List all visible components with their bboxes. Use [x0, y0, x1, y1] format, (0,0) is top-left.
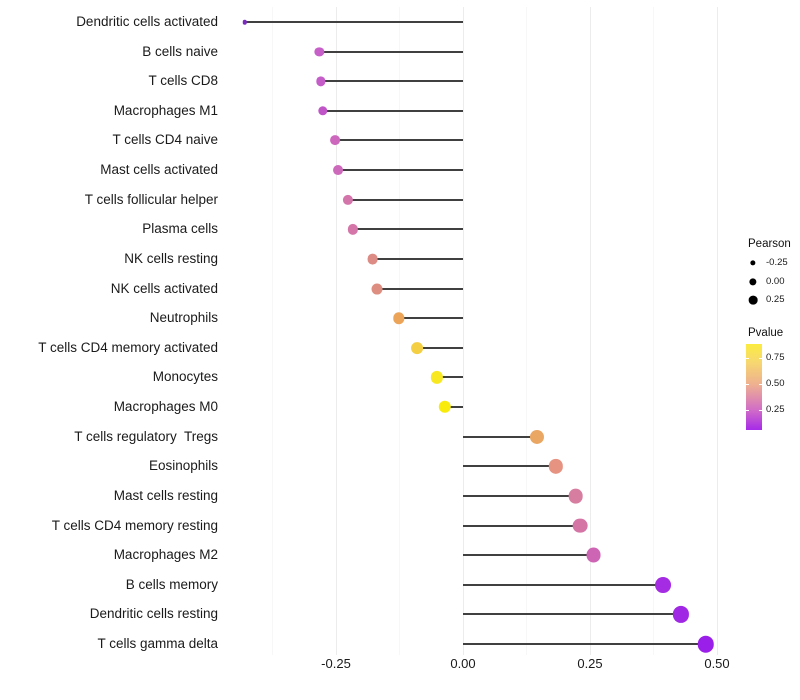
category-label: Macrophages M0	[113, 399, 218, 415]
category-label: Dendritic cells resting	[89, 606, 218, 622]
category-label: NK cells activated	[110, 280, 218, 296]
lollipop-segment	[417, 346, 463, 349]
lollipop-dot	[371, 283, 383, 295]
category-label: T cells CD4 memory resting	[51, 517, 218, 533]
lollipop-dot	[314, 46, 324, 57]
gradient-tick-mark-right	[759, 383, 762, 385]
category-label: Plasma cells	[142, 221, 218, 237]
lollipop-segment	[436, 376, 463, 379]
lollipop-dot	[318, 106, 328, 116]
lollipop-dot	[393, 312, 405, 324]
lollipop-segment	[338, 169, 463, 172]
gradient-tick-mark-left	[746, 383, 749, 385]
lollipop-segment	[244, 21, 463, 23]
lollipop-dot	[438, 400, 451, 414]
category-label: Monocytes	[152, 369, 218, 385]
category-label: Mast cells activated	[100, 162, 218, 178]
lollipop-segment	[352, 228, 463, 231]
category-label: T cells gamma delta	[97, 636, 218, 652]
x-tick-label: 0.50	[704, 656, 730, 671]
gradient-tick-mark-right	[759, 410, 762, 412]
category-label: B cells naive	[142, 43, 218, 59]
lollipop-segment	[320, 80, 463, 83]
gridline-major	[335, 7, 337, 655]
lollipop-segment	[444, 406, 463, 409]
category-label: Macrophages M2	[113, 547, 218, 563]
size-legend-key-dot	[749, 277, 757, 286]
size-legend-key-label: 0.25	[766, 294, 785, 305]
gridline-minor	[653, 7, 654, 655]
lollipop-dot	[316, 76, 326, 86]
category-label: T cells CD8	[148, 73, 218, 89]
gridline-minor	[526, 7, 527, 655]
gradient-tick-mark-left	[746, 410, 749, 412]
gridline-major	[462, 7, 464, 655]
lollipop-segment	[377, 287, 463, 290]
category-label: T cells CD4 naive	[112, 132, 218, 148]
category-label: Neutrophils	[149, 310, 218, 326]
gradient-tick-mark-left	[746, 357, 749, 359]
category-label: B cells memory	[125, 576, 218, 592]
category-label: Mast cells resting	[113, 487, 218, 503]
size-legend-key-label: -0.25	[766, 257, 788, 268]
category-label: T cells follicular helper	[84, 191, 218, 207]
x-tick-label: 0.25	[577, 656, 603, 671]
lollipop-segment	[463, 613, 681, 616]
lollipop-segment	[463, 524, 580, 527]
size-legend-title: Pearson	[748, 238, 791, 250]
lollipop-segment	[398, 317, 463, 320]
lollipop-dot	[655, 576, 672, 593]
lollipop-dot	[330, 135, 341, 146]
lollipop-dot	[672, 606, 689, 623]
gridline-major	[716, 7, 718, 655]
color-legend-tick-label: 0.25	[766, 404, 785, 416]
category-label: Macrophages M1	[113, 102, 218, 118]
category-label: T cells regulatory Tregs	[74, 428, 218, 444]
gradient-tick-mark-right	[759, 357, 762, 359]
lollipop-dot	[411, 341, 424, 354]
lollipop-dot	[548, 459, 564, 474]
lollipop-segment	[319, 50, 463, 53]
color-legend-tick-label: 0.50	[766, 377, 785, 389]
lollipop-dot	[367, 253, 378, 265]
x-tick-label: -0.25	[321, 656, 351, 671]
lollipop-segment	[372, 257, 463, 260]
lollipop-segment	[463, 465, 556, 468]
size-legend-key-dot	[750, 260, 756, 266]
category-label: T cells CD4 memory activated	[38, 339, 218, 355]
lollipop-segment	[463, 583, 664, 586]
gridline-major	[589, 7, 591, 655]
gridline-minor	[272, 7, 273, 655]
lollipop-segment	[322, 109, 463, 112]
category-label: Dendritic cells activated	[76, 14, 218, 29]
size-legend-key-label: 0.00	[766, 275, 785, 287]
gridline-minor	[399, 7, 400, 655]
pvalue-gradient-bar	[746, 344, 762, 430]
lollipop-segment	[335, 139, 463, 142]
x-tick-label: 0.00	[450, 656, 476, 671]
lollipop-dot	[572, 518, 588, 533]
lollipop-segment	[463, 554, 594, 557]
size-legend-key-dot	[748, 295, 758, 305]
lollipop-segment	[348, 198, 463, 201]
color-legend-tick-label: 0.75	[766, 351, 785, 363]
lollipop-dot	[333, 165, 343, 176]
color-legend-title: Pvalue	[748, 327, 784, 339]
category-label: NK cells resting	[124, 250, 218, 266]
category-label: Eosinophils	[148, 458, 218, 474]
lollipop-segment	[463, 643, 706, 646]
lollipop-dot	[586, 547, 602, 563]
lollipop-segment	[463, 435, 537, 438]
lollipop-dot	[343, 194, 354, 205]
lollipop-dot	[529, 429, 544, 444]
lollipop-dot	[568, 488, 584, 504]
lollipop-dot	[697, 635, 715, 653]
lollipop-segment	[463, 494, 576, 497]
lollipop-dot	[347, 224, 358, 235]
lollipop-dot	[430, 371, 443, 384]
lollipop-dot	[242, 19, 247, 25]
